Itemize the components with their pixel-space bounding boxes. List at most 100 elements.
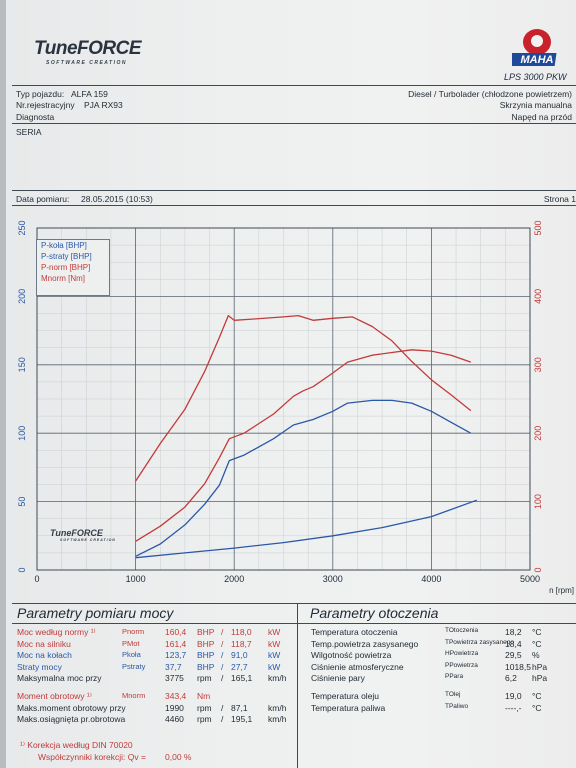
ambient-row-symbol: TOtoczenia bbox=[445, 627, 479, 634]
measure-row-value2: 195,1 bbox=[231, 714, 253, 725]
divider bbox=[12, 190, 576, 191]
machine-model: LPS 3000 PKW bbox=[504, 72, 567, 82]
tuneforce-logo: TuneFORCE SOFTWARE CREATION bbox=[34, 38, 142, 66]
measure-params-title: Parametry pomiaru mocy bbox=[17, 605, 174, 621]
measure-row-unit: rpm bbox=[197, 673, 212, 684]
ambient-row-unit: °C bbox=[532, 702, 542, 713]
diag-label: Diagnosta bbox=[16, 112, 55, 122]
brand-name: TuneFORCE bbox=[34, 38, 142, 59]
ambient-row-value: 1018,5 bbox=[505, 661, 531, 672]
engine-type: Diesel / Turbolader (chłodzone powietrze… bbox=[408, 89, 572, 99]
y-right-tick-label: 0 bbox=[533, 567, 543, 572]
y-right-tick-label: 100 bbox=[533, 494, 543, 509]
measure-row-separator: / bbox=[221, 673, 224, 684]
y-right-tick-label: 200 bbox=[533, 426, 543, 441]
measure-row-value: 161,4 bbox=[165, 638, 187, 649]
ambient-row-value: 18,2 bbox=[505, 627, 522, 637]
x-tick-label: 3000 bbox=[323, 574, 343, 584]
y-left-tick-label: 200 bbox=[17, 289, 27, 304]
measure-row-separator: / bbox=[221, 661, 224, 672]
correction-coef-value: 0,00 % bbox=[165, 752, 192, 762]
date-label: Data pomiaru: bbox=[16, 194, 70, 204]
plot-frame bbox=[36, 227, 531, 571]
measure-row-symbol: Pkoła bbox=[122, 650, 141, 660]
ambient-row-unit: % bbox=[532, 650, 540, 661]
ambient-row-value: 18,4 bbox=[505, 638, 522, 649]
y-left-tick-label: 100 bbox=[17, 426, 27, 441]
ambient-row-symbol: TPowietrza zasysanego bbox=[445, 638, 515, 646]
divider bbox=[12, 603, 576, 604]
measure-row-separator: / bbox=[221, 650, 224, 661]
measure-row-label: Maks.moment obrotowy przy bbox=[17, 702, 126, 713]
legend-p-norm: P-norm [BHP] bbox=[41, 263, 91, 272]
ambient-row-value: 19,0 bbox=[505, 691, 522, 701]
measure-row-separator: / bbox=[221, 702, 224, 713]
measure-row-value: 123,7 bbox=[165, 650, 187, 661]
measure-row-unit: BHP bbox=[197, 650, 215, 661]
y-left-tick-label: 250 bbox=[17, 220, 27, 235]
ambient-row-value: 6,2 bbox=[505, 673, 517, 684]
measure-row-value: 343,4 bbox=[165, 691, 187, 701]
ambient-params-title: Parametry otoczenia bbox=[310, 605, 439, 621]
x-tick-label: 1000 bbox=[126, 574, 146, 584]
measure-row-value2: 87,1 bbox=[231, 702, 248, 713]
measure-row-separator: / bbox=[221, 627, 224, 637]
measure-row-unit2: km/h bbox=[268, 673, 287, 684]
ambient-row-value: 29,5 bbox=[505, 650, 522, 661]
y-right-tick-label: 300 bbox=[533, 357, 543, 372]
series-line-3 bbox=[135, 314, 472, 482]
x-axis-label: n [rpm] bbox=[549, 586, 574, 595]
measure-row-value: 4460 bbox=[165, 714, 184, 725]
divider bbox=[12, 123, 576, 124]
measure-row-label: Straty mocy bbox=[17, 661, 62, 672]
measure-row-value: 37,7 bbox=[165, 661, 182, 672]
measure-row-value2: 27,7 bbox=[231, 661, 248, 672]
x-tick-label: 2000 bbox=[224, 574, 244, 584]
x-tick-label: 0 bbox=[34, 574, 39, 584]
divider bbox=[12, 205, 576, 206]
brand-tagline: SOFTWARE CREATION bbox=[46, 60, 127, 66]
date-value: 28.05.2015 (10:53) bbox=[81, 194, 153, 204]
measure-row-value: 1990 bbox=[165, 702, 184, 713]
ambient-row-symbol: PPowietrza bbox=[445, 661, 478, 669]
divider bbox=[12, 85, 576, 86]
y-left-tick-label: 50 bbox=[17, 497, 27, 507]
measure-row-label: Moment obrotowy ¹⁾ bbox=[17, 691, 92, 701]
measure-row-unit: BHP bbox=[197, 661, 215, 672]
vehicle-type-value: ALFA 159 bbox=[71, 89, 108, 99]
ambient-row-value: ----,- bbox=[505, 702, 522, 713]
measure-row-label: Maks.osiągnięta pr.obrotowa bbox=[17, 714, 126, 725]
reg-value: PJA RX93 bbox=[84, 100, 123, 110]
measure-row-symbol: PMot bbox=[122, 638, 140, 648]
divider bbox=[12, 623, 576, 624]
measure-row-label: Moc na silniku bbox=[17, 638, 71, 649]
ambient-row-label: Temp.powietrza zasysanego bbox=[311, 638, 419, 649]
measure-row-unit: BHP bbox=[197, 627, 215, 637]
measure-row-unit: rpm bbox=[197, 714, 212, 725]
ambient-row-label: Temperatura paliwa bbox=[311, 702, 386, 713]
measure-row-value2: 118,0 bbox=[231, 627, 252, 637]
measure-row-separator: / bbox=[221, 714, 224, 725]
x-tick-label: 4000 bbox=[421, 574, 441, 584]
ambient-row-label: Ciśnienie atmosferyczne bbox=[311, 661, 404, 672]
reg-label: Nr.rejestracyjny bbox=[16, 100, 75, 110]
ambient-row-unit: °C bbox=[532, 638, 542, 649]
watermark-brand: TuneFORCE bbox=[50, 528, 103, 538]
legend-p-kola: P-koła [BHP] bbox=[41, 241, 87, 250]
measure-row-unit2: km/h bbox=[268, 702, 287, 713]
series-line-2 bbox=[135, 349, 472, 542]
measure-row-unit2: kW bbox=[268, 627, 281, 637]
measure-row-value: 160,4 bbox=[165, 627, 187, 637]
page-number: Strona 1 bbox=[543, 194, 576, 204]
measure-row-value2: 91,0 bbox=[231, 650, 248, 661]
y-right-tick-label: 500 bbox=[533, 220, 543, 235]
measure-row-label: Moc na kołach bbox=[17, 650, 72, 661]
ambient-row-symbol: PPara bbox=[445, 673, 464, 681]
report-sheet bbox=[6, 0, 576, 768]
column-divider bbox=[297, 603, 298, 768]
measure-row-symbol: Pnorm bbox=[122, 627, 145, 636]
vehicle-type-label: Typ pojazdu: bbox=[16, 89, 65, 99]
chart-watermark: TuneFORCE SOFTWARE CREATION bbox=[50, 528, 116, 542]
watermark-tagline: SOFTWARE CREATION bbox=[60, 538, 116, 542]
